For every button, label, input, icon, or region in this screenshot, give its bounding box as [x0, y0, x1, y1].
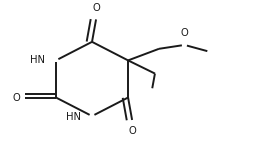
Text: O: O — [181, 28, 188, 38]
Text: O: O — [128, 126, 136, 136]
Text: O: O — [92, 3, 100, 13]
Text: O: O — [12, 92, 20, 103]
Text: HN: HN — [66, 112, 81, 122]
Text: HN: HN — [30, 55, 45, 65]
